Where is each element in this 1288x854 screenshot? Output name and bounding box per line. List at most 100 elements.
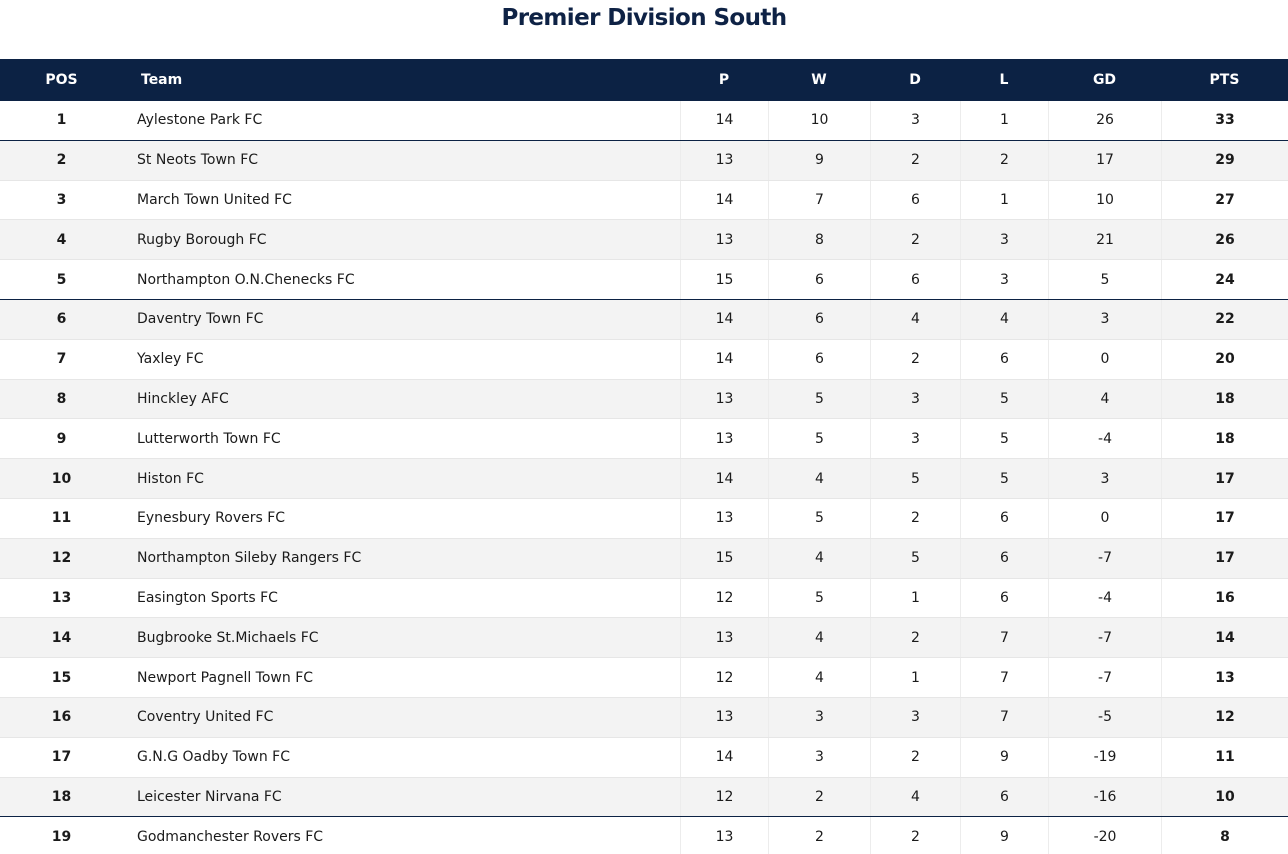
cell-won: 6 [768, 299, 870, 339]
cell-pos: 1 [56, 112, 67, 129]
cell-pos: 4 [56, 231, 67, 248]
cell-won: 2 [768, 777, 870, 817]
cell-won: 5 [768, 498, 870, 538]
table-row[interactable]: 8 Hinckley AFC 13 5 3 5 4 18 [0, 379, 1288, 420]
cell-goal-difference: -4 [1048, 578, 1161, 618]
cell-goal-difference: -5 [1048, 697, 1161, 737]
cell-goal-difference: 4 [1048, 379, 1161, 419]
cell-goal-difference: -20 [1048, 817, 1161, 854]
cell-pos: 11 [51, 510, 72, 527]
cell-played: 12 [680, 658, 768, 697]
cell-team[interactable]: Easington Sports FC [137, 589, 278, 606]
table-row[interactable]: 12 Northampton Sileby Rangers FC 15 4 5 6 -7 17 [0, 538, 1288, 579]
cell-points: 33 [1161, 101, 1288, 140]
cell-drawn: 6 [870, 260, 960, 299]
table-row[interactable]: 13 Easington Sports FC 12 5 1 6 -4 16 [0, 578, 1288, 619]
cell-played: 12 [680, 578, 768, 618]
table-row[interactable]: 2 St Neots Town FC 13 9 2 2 17 29 [0, 140, 1288, 181]
cell-played: 14 [680, 459, 768, 498]
table-row[interactable]: 5 Northampton O.N.Chenecks FC 15 6 6 3 5 24 [0, 260, 1288, 300]
cell-team[interactable]: St Neots Town FC [137, 152, 259, 169]
header-goal-difference[interactable]: GD [1092, 72, 1117, 88]
cell-goal-difference: 3 [1048, 299, 1161, 339]
cell-goal-difference: 21 [1048, 220, 1161, 260]
cell-team[interactable]: Leicester Nirvana FC [137, 788, 282, 805]
cell-lost: 5 [960, 459, 1048, 498]
cell-won: 3 [768, 697, 870, 737]
header-drawn[interactable]: D [909, 72, 921, 88]
cell-team[interactable]: G.N.G Oadby Town FC [137, 749, 290, 766]
header-won[interactable]: W [811, 72, 827, 88]
table-row[interactable]: 19 Godmanchester Rovers FC 13 2 2 9 -20 8 [0, 817, 1288, 854]
cell-pos: 14 [51, 629, 72, 646]
cell-team[interactable]: Coventry United FC [137, 709, 274, 726]
cell-goal-difference: -4 [1048, 419, 1161, 459]
table-row[interactable]: 14 Bugbrooke St.Michaels FC 13 4 2 7 -7 14 [0, 618, 1288, 659]
cell-points: 27 [1161, 180, 1288, 220]
cell-lost: 9 [960, 737, 1048, 777]
table-row[interactable]: 1 Aylestone Park FC 14 10 3 1 26 33 [0, 101, 1288, 141]
cell-drawn: 5 [870, 459, 960, 498]
cell-played: 14 [680, 737, 768, 777]
cell-team[interactable]: Histon FC [137, 470, 204, 487]
cell-lost: 7 [960, 697, 1048, 737]
cell-lost: 7 [960, 658, 1048, 697]
header-lost[interactable]: L [999, 72, 1009, 88]
cell-points: 29 [1161, 140, 1288, 180]
table-row[interactable]: 3 March Town United FC 14 7 6 1 10 27 [0, 180, 1288, 221]
table-row[interactable]: 16 Coventry United FC 13 3 3 7 -5 12 [0, 697, 1288, 738]
cell-played: 13 [680, 697, 768, 737]
cell-drawn: 1 [870, 578, 960, 618]
cell-drawn: 2 [870, 140, 960, 180]
table-row[interactable]: 9 Lutterworth Town FC 13 5 3 5 -4 18 [0, 419, 1288, 460]
cell-won: 9 [768, 140, 870, 180]
cell-team[interactable]: Daventry Town FC [137, 311, 264, 328]
cell-won: 5 [768, 578, 870, 618]
cell-points: 18 [1161, 419, 1288, 459]
cell-team[interactable]: Aylestone Park FC [137, 112, 263, 129]
cell-played: 15 [680, 260, 768, 299]
cell-pos: 15 [51, 669, 72, 686]
header-team[interactable]: Team [141, 72, 183, 88]
table-row[interactable]: 7 Yaxley FC 14 6 2 6 0 20 [0, 339, 1288, 380]
cell-played: 14 [680, 339, 768, 379]
cell-goal-difference: -7 [1048, 658, 1161, 697]
cell-lost: 7 [960, 618, 1048, 658]
cell-team[interactable]: Godmanchester Rovers FC [137, 828, 324, 845]
cell-drawn: 4 [870, 777, 960, 817]
cell-played: 13 [680, 419, 768, 459]
table-row[interactable]: 18 Leicester Nirvana FC 12 2 4 6 -16 10 [0, 777, 1288, 818]
cell-team[interactable]: Lutterworth Town FC [137, 430, 281, 447]
cell-points: 16 [1161, 578, 1288, 618]
cell-pos: 18 [51, 788, 72, 805]
cell-team[interactable]: Newport Pagnell Town FC [137, 669, 314, 686]
cell-pos: 3 [56, 191, 67, 208]
cell-drawn: 2 [870, 220, 960, 260]
cell-lost: 2 [960, 140, 1048, 180]
cell-drawn: 6 [870, 180, 960, 220]
cell-team[interactable]: Yaxley FC [137, 351, 204, 368]
cell-won: 8 [768, 220, 870, 260]
cell-team[interactable]: Bugbrooke St.Michaels FC [137, 629, 319, 646]
cell-team[interactable]: Northampton Sileby Rangers FC [137, 550, 362, 567]
table-row[interactable]: 11 Eynesbury Rovers FC 13 5 2 6 0 17 [0, 498, 1288, 539]
cell-won: 5 [768, 379, 870, 419]
table-row[interactable]: 15 Newport Pagnell Town FC 12 4 1 7 -7 13 [0, 658, 1288, 698]
cell-goal-difference: -7 [1048, 618, 1161, 658]
table-row[interactable]: 17 G.N.G Oadby Town FC 14 3 2 9 -19 11 [0, 737, 1288, 778]
cell-played: 13 [680, 379, 768, 419]
cell-won: 4 [768, 618, 870, 658]
header-pos[interactable]: POS [45, 72, 78, 88]
header-points[interactable]: PTS [1209, 72, 1240, 88]
table-row[interactable]: 10 Histon FC 14 4 5 5 3 17 [0, 459, 1288, 499]
cell-team[interactable]: Northampton O.N.Chenecks FC [137, 271, 355, 288]
cell-team[interactable]: Rugby Borough FC [137, 231, 267, 248]
cell-pos: 9 [56, 430, 67, 447]
cell-team[interactable]: March Town United FC [137, 191, 292, 208]
cell-team[interactable]: Hinckley AFC [137, 390, 229, 407]
header-played[interactable]: P [718, 72, 730, 88]
table-row[interactable]: 6 Daventry Town FC 14 6 4 4 3 22 [0, 299, 1288, 340]
cell-team[interactable]: Eynesbury Rovers FC [137, 510, 286, 527]
table-row[interactable]: 4 Rugby Borough FC 13 8 2 3 21 26 [0, 220, 1288, 261]
cell-won: 6 [768, 260, 870, 299]
